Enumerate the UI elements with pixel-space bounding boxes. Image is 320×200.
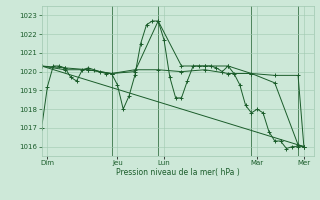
- X-axis label: Pression niveau de la mer( hPa ): Pression niveau de la mer( hPa ): [116, 168, 239, 177]
